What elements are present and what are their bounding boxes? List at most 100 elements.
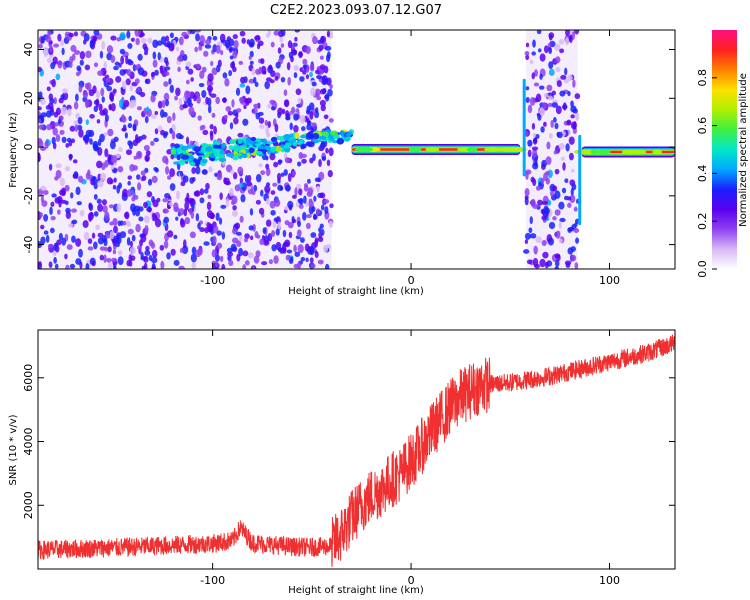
noise-blob: [284, 220, 290, 226]
noise-blob: [144, 225, 149, 234]
noise-blob: [67, 108, 72, 117]
noise-blob: [171, 130, 176, 140]
noise-blob: [225, 198, 230, 208]
trace-blob: [232, 154, 239, 161]
noise-blob: [70, 138, 76, 144]
noise-blob: [185, 136, 190, 145]
noise-blob: [71, 219, 78, 225]
noise-blob: [254, 81, 259, 88]
noise-blob: [61, 136, 67, 143]
noise-blob: [241, 37, 246, 44]
noise-blob: [113, 177, 117, 183]
noise-blob: [120, 55, 125, 65]
noise-blob: [151, 175, 158, 184]
noise-blob: [78, 248, 83, 258]
noise-blob: [99, 110, 106, 116]
noise-blob: [59, 129, 65, 135]
snr-x-axis-label: Height of straight line (km): [288, 585, 424, 596]
noise-blob: [46, 57, 52, 64]
noise-blob: [313, 195, 317, 202]
noise-blob: [210, 93, 217, 98]
noise-blob: [300, 257, 306, 262]
noise-blob: [273, 217, 279, 222]
noise-blob: [575, 237, 580, 244]
noise-blob: [154, 110, 159, 115]
noise-blob: [532, 132, 537, 138]
snr-frame: [37, 329, 676, 570]
noise-blob: [567, 74, 573, 82]
noise-blob: [181, 31, 188, 37]
noise-blob: [532, 39, 536, 48]
noise-blob: [162, 197, 169, 203]
noise-blob: [327, 169, 333, 178]
noise-blob: [84, 99, 90, 109]
noise-blob: [240, 76, 246, 84]
noise-blob: [567, 202, 572, 208]
noise-blob: [146, 191, 153, 198]
noise-blob: [207, 194, 212, 199]
noise-blob: [236, 108, 242, 113]
noise-blob: [157, 100, 163, 109]
noise-blob: [538, 85, 545, 90]
noise-blob: [150, 113, 157, 119]
noise-blob: [207, 105, 212, 114]
noise-blob: [51, 193, 57, 198]
noise-blob: [222, 72, 228, 79]
noise-blob: [201, 124, 206, 130]
noise-blob: [271, 230, 276, 238]
noise-blob: [569, 194, 576, 204]
noise-blob: [208, 166, 213, 173]
noise-blob: [233, 39, 239, 49]
noise-blob: [237, 132, 244, 138]
noise-blob: [107, 153, 111, 163]
noise-blob: [272, 182, 278, 187]
noise-blob: [323, 199, 330, 204]
noise-blob: [309, 110, 314, 120]
noise-blob: [76, 124, 83, 131]
noise-blob: [180, 181, 186, 187]
noise-blob: [265, 167, 271, 177]
trace-blob: [318, 135, 327, 140]
noise-blob: [113, 225, 118, 234]
noise-blob: [118, 147, 123, 152]
noise-blob: [277, 107, 284, 116]
noise-blob: [264, 119, 268, 126]
noise-blob: [286, 61, 291, 71]
noise-blob: [274, 76, 279, 81]
noise-blob: [274, 199, 281, 207]
noise-blob: [248, 225, 254, 231]
noise-blob: [176, 190, 181, 200]
noise-blob: [131, 196, 136, 202]
trace-blob: [229, 139, 236, 145]
noise-blob: [537, 199, 544, 206]
noise-blob: [564, 67, 568, 76]
noise-blob: [157, 52, 161, 61]
line-node: [621, 149, 638, 155]
noise-blob: [190, 77, 194, 82]
noise-blob: [166, 40, 171, 49]
noise-blob: [298, 188, 303, 196]
noise-blob: [531, 146, 539, 151]
noise-blob: [555, 105, 562, 115]
noise-blob: [87, 212, 94, 221]
noise-blob: [282, 108, 286, 115]
noise-blob: [324, 263, 330, 269]
spectrogram-y-tick-label: 0: [22, 144, 35, 151]
line-node: [652, 149, 662, 155]
noise-blob: [106, 45, 114, 54]
noise-blob: [548, 61, 554, 70]
noise-blob: [75, 186, 81, 196]
noise-blob: [324, 93, 330, 102]
noise-blob: [203, 188, 209, 194]
noise-blob: [159, 244, 165, 251]
noise-blob: [547, 102, 553, 108]
noise-blob: [162, 132, 168, 139]
noise-blob: [142, 43, 148, 50]
noise-blob: [301, 126, 306, 132]
noise-blob: [51, 136, 56, 145]
noise-blob: [70, 208, 77, 213]
noise-blob: [273, 255, 279, 264]
noise-blob: [328, 147, 334, 157]
noise-blob: [125, 149, 132, 156]
noise-blob: [40, 196, 45, 203]
